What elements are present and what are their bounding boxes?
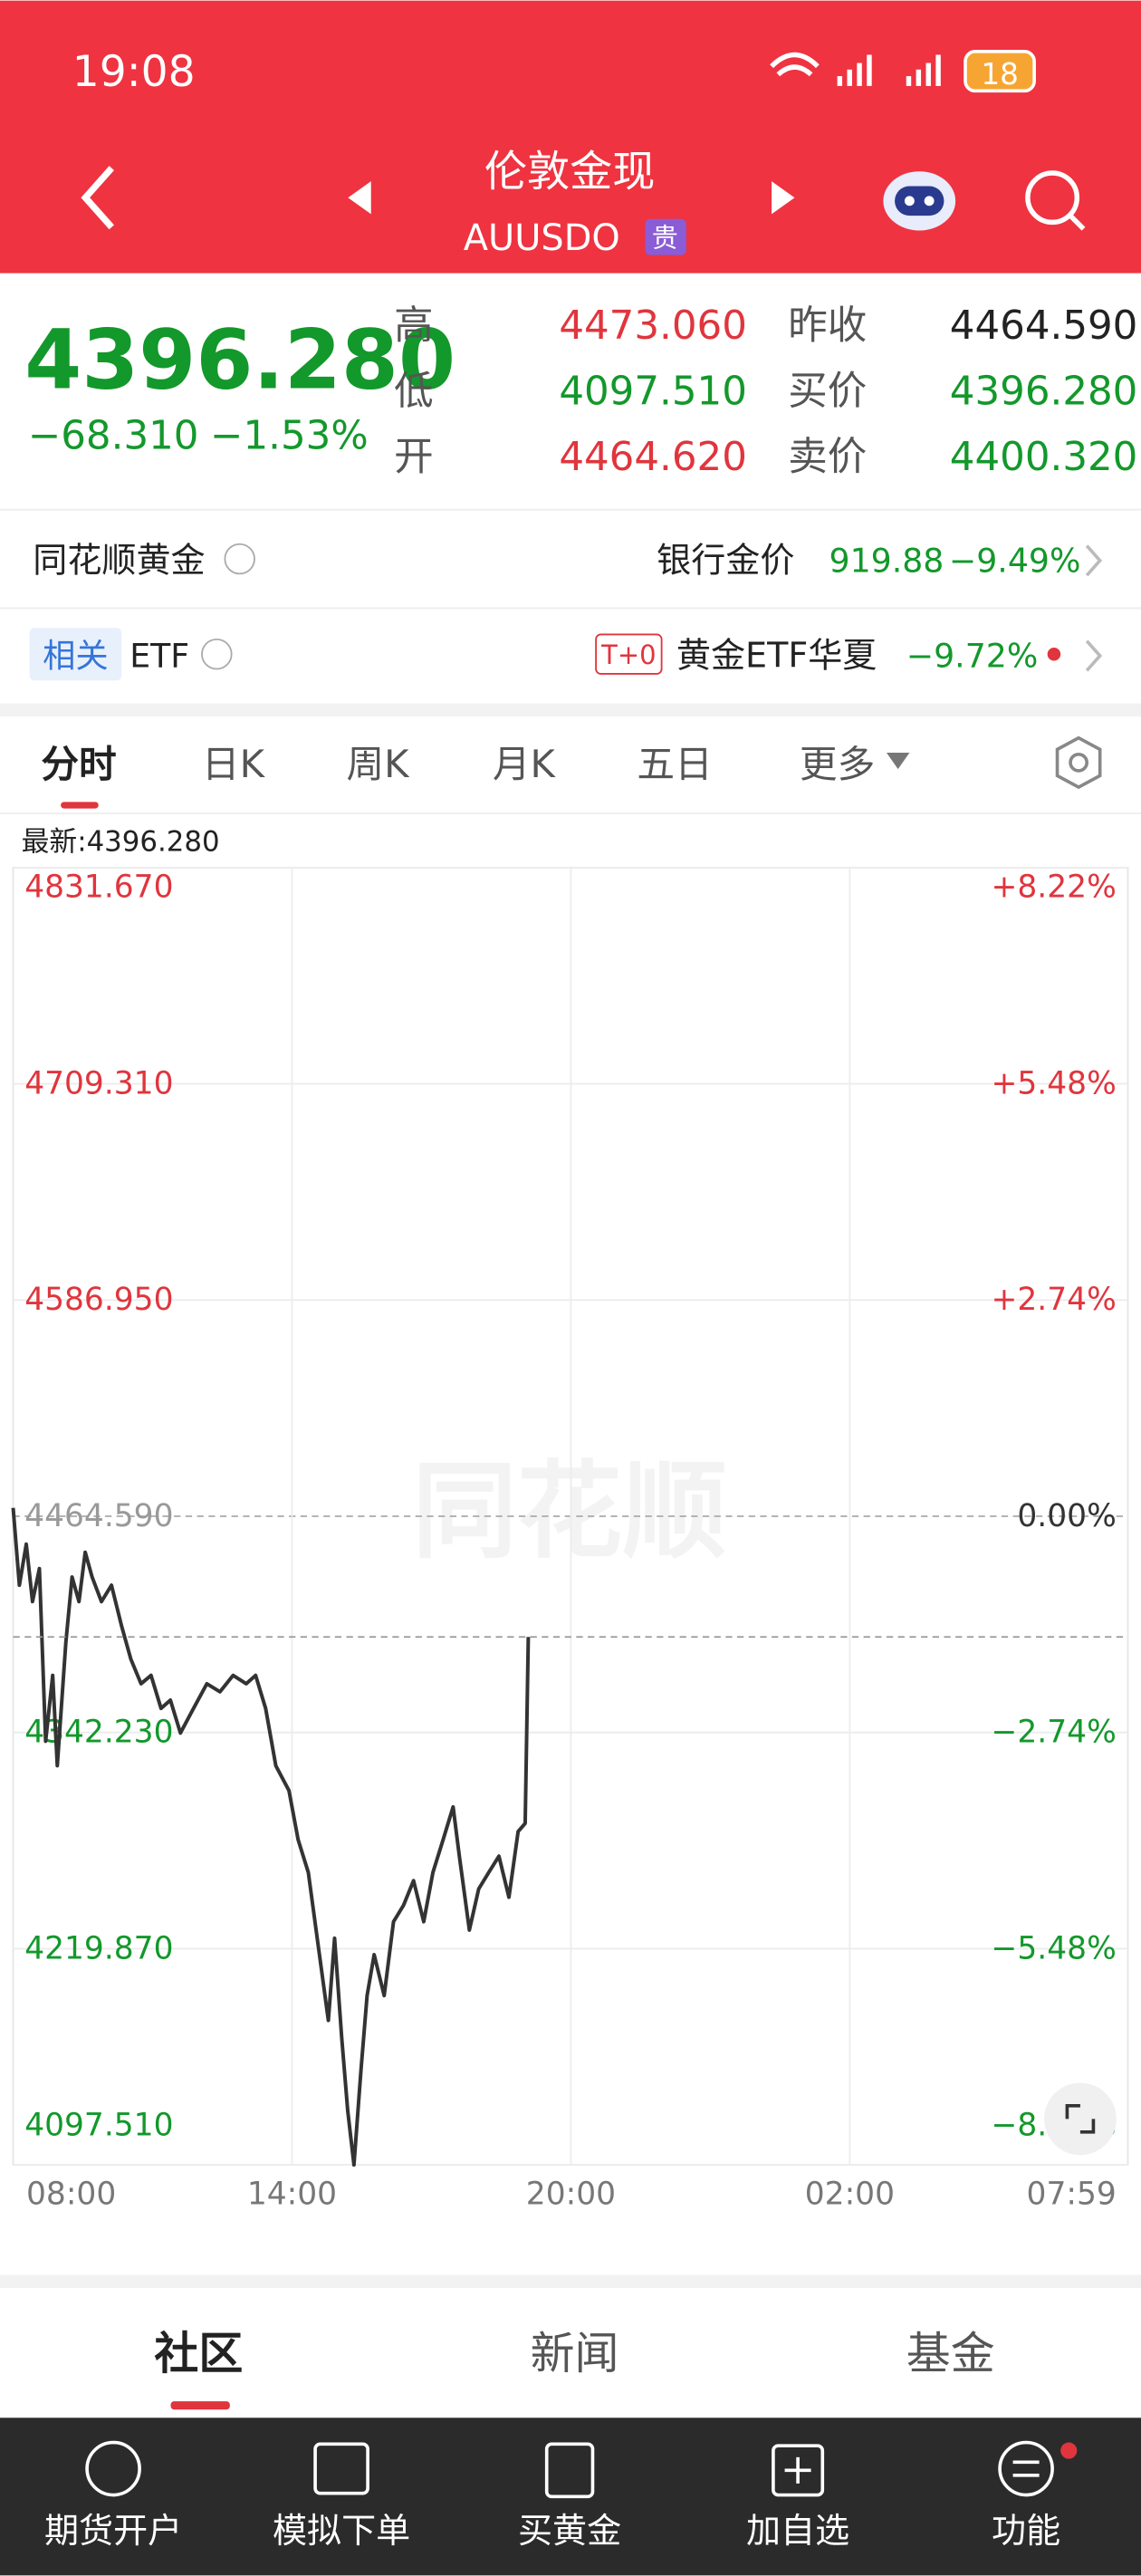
y2-tick-label: 0.00% xyxy=(1017,1498,1116,1534)
stat-value: 4464.620 xyxy=(559,435,747,480)
stat-label: 低 xyxy=(394,370,433,415)
nav-dot xyxy=(1060,2442,1078,2459)
y-tick-label: 4709.310 xyxy=(24,1065,173,1101)
chevron xyxy=(1085,639,1103,672)
etf-pct: −9.72% xyxy=(906,637,1039,676)
tab-underline xyxy=(61,802,99,809)
code: AUUSDO xyxy=(464,217,620,259)
settings-button[interactable] xyxy=(1055,735,1102,790)
stat-value: 4400.320 xyxy=(950,435,1138,480)
x-tick-label: 08:00 xyxy=(26,2177,116,2213)
tag-bg xyxy=(29,628,122,681)
nav-item[interactable]: 期货开户 xyxy=(44,2511,182,2551)
tab[interactable]: 分时 xyxy=(41,742,116,786)
bottom-tab[interactable]: 基金 xyxy=(906,2328,995,2379)
bank-row[interactable]: 同花顺黄金 银行金价 919.88 −9.49% xyxy=(33,541,1103,581)
nav-item[interactable]: 模拟下单 xyxy=(273,2511,410,2551)
x-tick-label: 02:00 xyxy=(805,2177,895,2213)
nav-item[interactable]: 买黄金 xyxy=(518,2511,621,2551)
gap xyxy=(0,2274,1141,2289)
t0: T+0 xyxy=(600,639,656,670)
nav-item[interactable]: 加自选 xyxy=(746,2511,849,2551)
x-tick-label: 14:00 xyxy=(247,2177,337,2213)
etf-name: 黄金ETF华夏 xyxy=(676,636,877,676)
badge: 贵 xyxy=(652,223,678,254)
watermark: 同花顺 xyxy=(412,1450,727,1572)
price-line xyxy=(11,1507,531,2167)
bank-pct: −9.49% xyxy=(949,542,1081,581)
x-tick-label: 20:00 xyxy=(526,2177,616,2213)
help-icon xyxy=(201,638,233,670)
chart: 4097.5104219.8704342.2304464.5904586.950… xyxy=(11,866,1129,2213)
y2-tick-label: +2.74% xyxy=(992,1282,1117,1318)
y2-tick-label: +5.48% xyxy=(992,1065,1117,1101)
change: −68.310 xyxy=(28,414,199,459)
bottom-tab[interactable]: 新闻 xyxy=(531,2328,619,2379)
back-button[interactable] xyxy=(81,166,114,230)
dropdown-arrow xyxy=(886,752,910,770)
stat-label: 开 xyxy=(394,435,433,480)
stat-label: 昨收 xyxy=(788,303,867,349)
y2-tick-label: +8.22% xyxy=(992,870,1117,906)
etf-label: ETF xyxy=(129,637,189,676)
t0-box xyxy=(595,633,663,675)
expand-button[interactable] xyxy=(1044,2082,1117,2156)
x-tick-label: 07:59 xyxy=(1027,2177,1117,2213)
price: 4396.280 xyxy=(24,313,455,409)
header-bg xyxy=(0,0,1141,274)
stat-label: 高 xyxy=(394,303,433,349)
tab-underline xyxy=(170,2401,230,2410)
status-time: 19:08 xyxy=(72,47,196,97)
bank-price: 919.88 xyxy=(829,542,944,581)
robot-button[interactable] xyxy=(883,171,956,231)
nav-item[interactable]: 功能 xyxy=(992,2511,1060,2551)
dot xyxy=(1047,647,1061,661)
etf-row[interactable]: 相关 ETF T+0 黄金ETF华夏 −9.72% xyxy=(29,628,1103,681)
help-icon xyxy=(224,543,255,575)
tab[interactable]: 日K xyxy=(202,742,266,786)
title: 伦敦金现 xyxy=(484,148,656,197)
next-button[interactable] xyxy=(772,181,795,215)
chevron xyxy=(1085,544,1103,577)
tag: 相关 xyxy=(43,637,109,676)
y-tick-label: 4831.670 xyxy=(24,870,173,906)
tab[interactable]: 五日 xyxy=(637,742,712,786)
badge-bg xyxy=(645,218,686,255)
y2-tick-label: −2.74% xyxy=(992,1715,1117,1751)
change-pct: −1.53% xyxy=(210,414,369,459)
battery-level: 18 xyxy=(981,57,1019,91)
tab[interactable]: 月K xyxy=(493,742,557,786)
stat-value: 4464.590 xyxy=(950,303,1138,349)
tab[interactable]: 更多 xyxy=(800,742,875,786)
stat-value: 4097.510 xyxy=(559,370,747,415)
y-tick-label: 4097.510 xyxy=(24,2107,173,2143)
nav-icons xyxy=(85,2440,1054,2499)
y-tick-label: 4219.870 xyxy=(24,1930,173,1966)
prev-button[interactable] xyxy=(348,181,371,215)
bottom-tab[interactable]: 社区 xyxy=(154,2328,243,2379)
battery xyxy=(964,50,1036,93)
stat-value: 4396.280 xyxy=(950,370,1138,415)
status-icons xyxy=(770,52,941,86)
stat-label: 买价 xyxy=(788,370,867,415)
search-button[interactable] xyxy=(1025,170,1086,231)
y2-tick-label: −5.48% xyxy=(992,1930,1117,1966)
gap xyxy=(0,703,1141,717)
latest: 最新:4396.280 xyxy=(22,826,220,859)
y-tick-label: 4586.950 xyxy=(24,1282,173,1318)
stat-value: 4473.060 xyxy=(559,303,747,349)
settings-dot xyxy=(1069,752,1088,773)
bank-price-label: 银行金价 xyxy=(657,541,794,581)
y-tick-label: 4464.590 xyxy=(24,1498,173,1534)
bank-label: 同花顺黄金 xyxy=(33,541,205,581)
tab[interactable]: 周K xyxy=(346,742,410,786)
stat-label: 卖价 xyxy=(788,435,867,480)
